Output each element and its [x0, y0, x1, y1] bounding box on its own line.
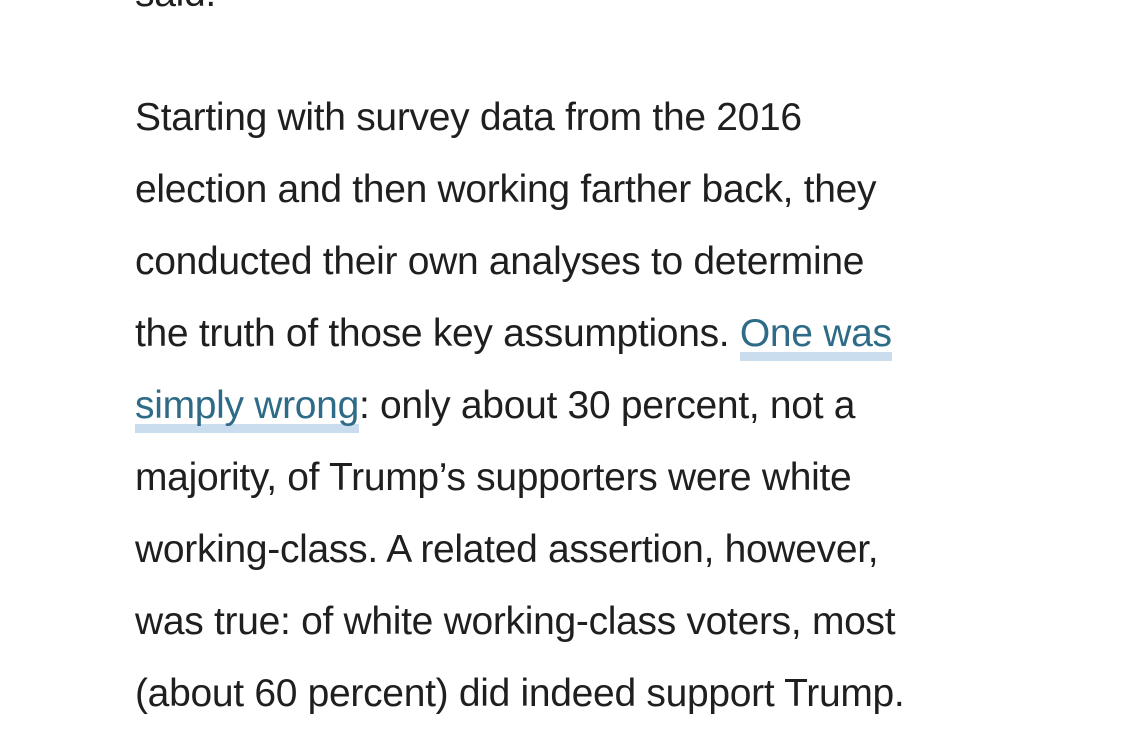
- one-was-simply-wrong-link-part-2[interactable]: simply wrong: [135, 384, 359, 433]
- paragraph-line-7: working-class. A related assertion, howe…: [135, 528, 879, 571]
- paragraph-line-5: simply wrong: only about 30 percent, not…: [135, 370, 995, 442]
- paragraph-line-2: election and then working farther back, …: [135, 168, 877, 211]
- paragraph-line-8: was true: of white working-class voters,…: [135, 600, 896, 643]
- paragraph-line-1: Starting with survey data from the 2016: [135, 96, 802, 139]
- paragraph-line-5-text: : only about 30 percent, not a: [358, 384, 856, 427]
- paragraph-line-6: majority, of Trump’s supporters were whi…: [135, 456, 852, 499]
- paragraph-line-3: conducted their own analyses to determin…: [135, 240, 865, 283]
- previous-paragraph-tail: said.: [135, 0, 995, 13]
- article-paragraph: Starting with survey data from the 2016 …: [135, 82, 995, 730]
- paragraph-line-4-text: the truth of those key assumptions.: [135, 312, 740, 355]
- paragraph-line-9: (about 60 percent) did indeed support Tr…: [135, 672, 905, 715]
- one-was-simply-wrong-link-part-1[interactable]: One was: [740, 312, 892, 361]
- paragraph-line-4: the truth of those key assumptions. One …: [135, 298, 995, 370]
